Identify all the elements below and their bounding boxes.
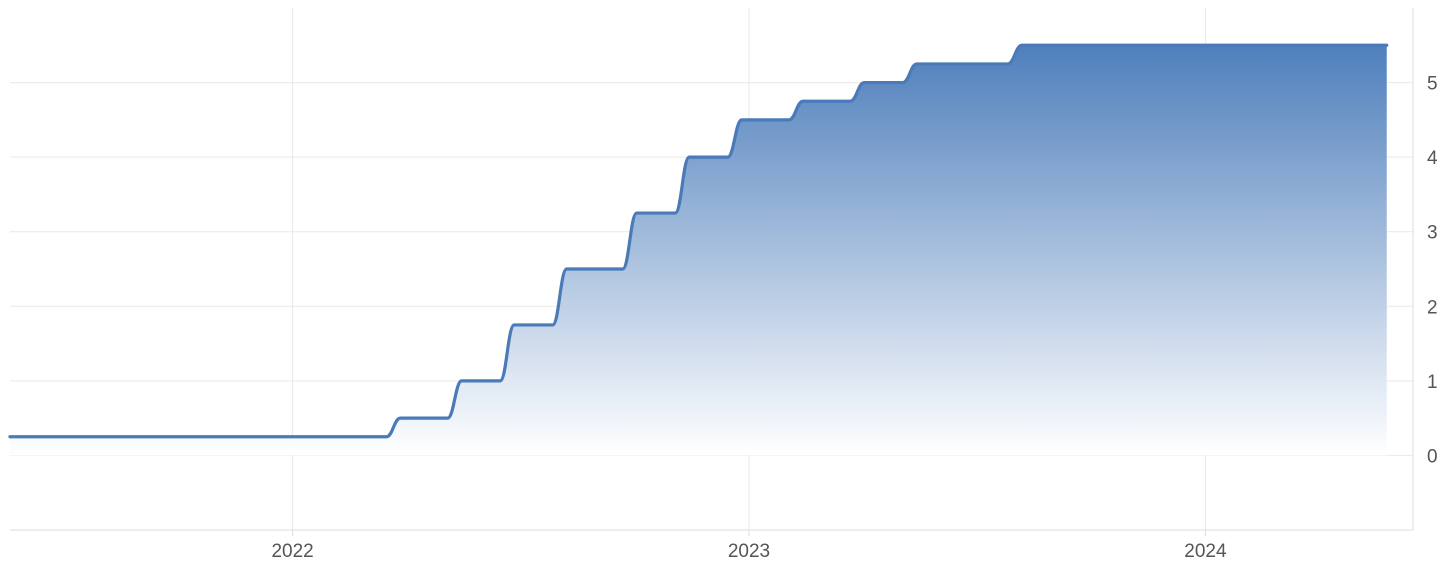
x-tick-label: 2023: [728, 541, 770, 562]
x-tick-label: 2024: [1184, 541, 1227, 562]
y-tick-label: 4: [1427, 148, 1438, 169]
x-tick-label: 2022: [271, 541, 313, 562]
y-tick-label: 0: [1427, 446, 1438, 467]
y-tick-label: 2: [1427, 297, 1438, 318]
tick-labels: 0 1 2 3 4 5 2022 2023 2024: [271, 74, 1438, 562]
series-area-fill: [10, 45, 1387, 456]
series-line: [8, 43, 1389, 439]
y-tick-label: 5: [1427, 74, 1438, 95]
y-tick-label: 1: [1427, 372, 1438, 393]
y-tick-label: 3: [1427, 223, 1438, 244]
axes: [10, 8, 1414, 536]
area-layer: [8, 43, 1389, 456]
